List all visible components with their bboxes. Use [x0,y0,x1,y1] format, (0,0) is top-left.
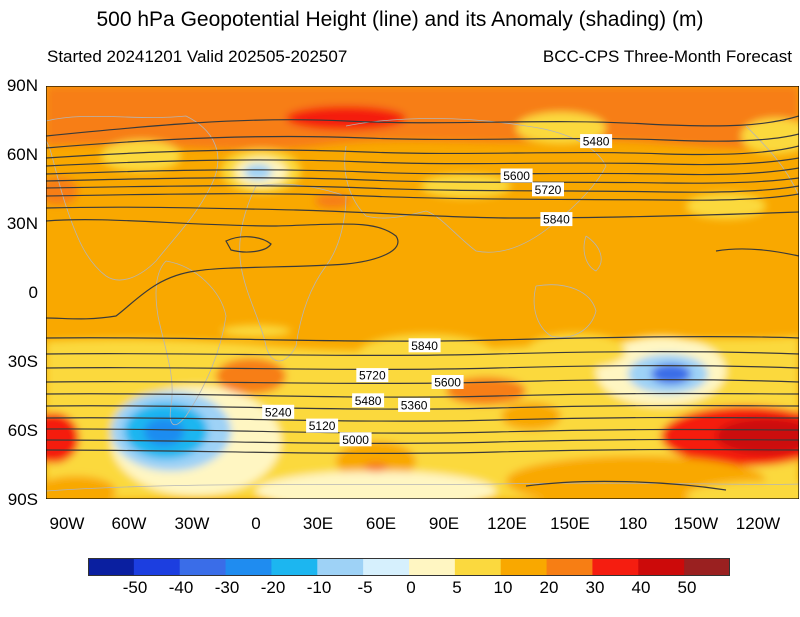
contour-label: 5480 [355,394,382,408]
lon-label-30w: 30W [174,514,210,533]
colorbar-segment [133,558,181,576]
contour-labels: 5480 5600 5720 5840 5840 5720 5600 5480 5360 5240… [262,134,613,447]
colorbar-label: -50 [122,578,148,597]
lat-label-90s: 90S [7,490,38,509]
colorbar-segment [638,558,685,576]
lon-label-120e: 120E [487,514,527,533]
forecast-source: BCC-CPS Three-Month Forecast [542,47,792,66]
anomaly-map: 5480 5600 5720 5840 5840 5720 5600 5480 5360 5240… [46,86,799,499]
contour-label: 5720 [359,369,386,383]
contour-label-background [306,418,339,433]
lat-label-90n: 90N [6,76,38,95]
contour-label-background [532,182,564,197]
contour-label: 5600 [434,376,461,390]
contour-label-background [356,368,389,383]
contour-label: 5840 [543,213,570,227]
anomaly-shading [46,86,799,499]
colorbar-segment [454,558,502,576]
colorbar-segment [546,558,593,576]
map-title: 500 hPa Geopotential Height (line) and i… [96,8,704,31]
colorbar-segment [409,558,456,576]
colorbar-segment [88,558,135,576]
contour-label: 5120 [309,419,336,433]
colorbar-label: -5 [357,578,373,597]
contour-label-background [339,432,372,447]
lon-label-90e: 90E [428,514,460,533]
colorbar-frame [88,558,730,576]
colorbar-label: 50 [677,578,697,597]
colorbar-segment [684,558,730,576]
colorbar-segment [363,558,410,576]
lon-label-180: 180 [618,514,648,533]
lon-label-150e: 150E [550,514,590,533]
colorbar-segment [179,558,227,576]
contour-label-background [352,393,385,408]
lat-label-eq: 0 [28,283,38,302]
colorbar-segment [317,558,364,576]
coastlines [46,115,799,492]
contour-label-background [431,375,464,389]
contour-label: 5600 [503,169,530,183]
colorbar-label: 0 [406,578,416,597]
lon-label-60w: 60W [111,514,147,533]
contour-label-background [262,404,295,419]
contour-label: 5240 [265,405,292,419]
lat-label-30n: 30N [6,214,38,233]
forecast-dates: Started 20241201 Valid 202505-202507 [47,47,348,66]
colorbar [88,558,730,576]
colorbar-segment [500,558,548,576]
colorbar-label: 5 [452,578,462,597]
colorbar-label: 30 [585,578,605,597]
contour-label: 5360 [401,398,428,412]
contour-label: 5720 [535,183,562,197]
contour-label-background [398,397,431,412]
contour-label-background [408,338,441,353]
contour-label: 5000 [342,433,369,447]
colorbar-segment [225,558,272,576]
colorbar-segment [592,558,639,576]
colorbar-label: -10 [306,578,332,597]
lon-label-150w: 150W [673,514,719,533]
lon-label-60e: 60E [365,514,397,533]
colorbar-label: -20 [260,578,286,597]
colorbar-label: 10 [493,578,513,597]
contour-label-background [500,168,533,183]
lon-label-30e: 30E [302,514,334,533]
colorbar-label: 20 [539,578,559,597]
lon-label-120w: 120W [735,514,781,533]
colorbar-label: -40 [168,578,194,597]
colorbar-label: -30 [214,578,240,597]
height-contours [46,115,799,491]
lat-label-60n: 60N [6,145,38,164]
colorbar-segment [271,558,318,576]
lon-label-90w: 90W [49,514,85,533]
lon-label-0: 0 [251,514,261,533]
contour-label: 5840 [411,339,438,353]
contour-label-background [540,212,573,227]
lat-label-30s: 30S [7,352,38,371]
colorbar-label: 40 [631,578,651,597]
lat-label-60s: 60S [7,421,38,440]
contour-label: 5480 [583,135,610,149]
contour-label-background [580,134,613,149]
